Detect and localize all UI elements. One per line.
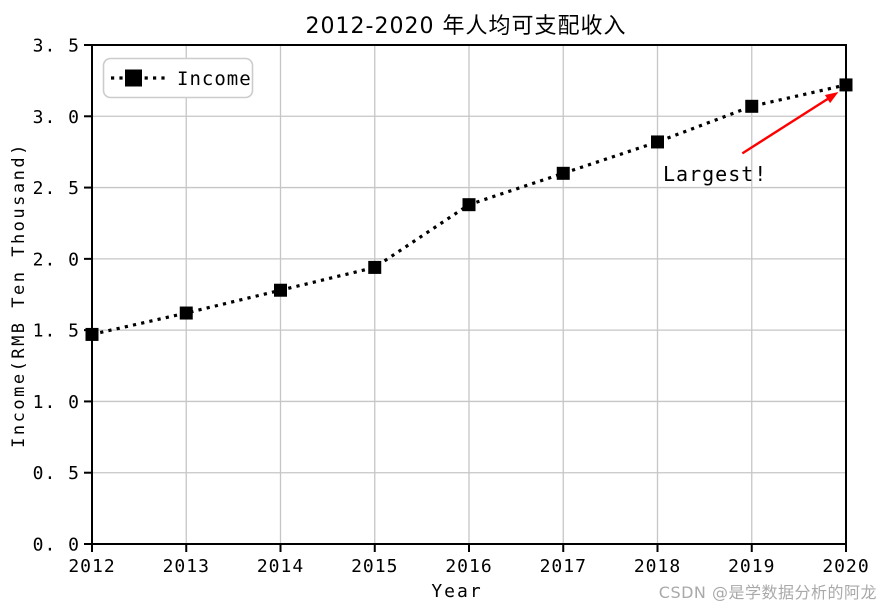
x-tick-label: 2015 <box>351 556 398 577</box>
legend: Income <box>102 57 254 99</box>
axis-ticks <box>84 44 847 552</box>
x-axis-label: Year <box>431 581 482 602</box>
y-tick-label: 1. 0 <box>33 392 80 413</box>
x-tick-label: 2017 <box>540 556 587 577</box>
watermark: CSDN @是学数据分析的阿龙 <box>659 583 877 602</box>
income-marker <box>274 283 287 297</box>
x-tick-label: 2018 <box>634 556 681 577</box>
x-tick-label: 2013 <box>163 556 210 577</box>
income-marker <box>745 99 759 113</box>
legend-marker-icon <box>125 69 142 87</box>
x-tick-label: 2012 <box>68 556 115 577</box>
y-tick-label: 0. 5 <box>33 463 80 484</box>
income-marker <box>651 135 664 149</box>
arrow-shaft <box>741 95 833 155</box>
income-marker <box>85 327 99 341</box>
income-series <box>85 78 853 341</box>
x-tick-label: 2019 <box>728 556 775 577</box>
income-marker <box>556 166 570 180</box>
legend-box <box>102 57 254 99</box>
annotation-text: Largest! <box>663 162 767 186</box>
y-tick-label: 2. 5 <box>33 178 80 199</box>
y-axis-label: Income(RMB Ten Thousand) <box>9 142 29 448</box>
y-tick-label: 3. 5 <box>33 36 80 57</box>
legend-label: Income <box>177 68 252 90</box>
x-tick-label: 2014 <box>257 556 304 577</box>
y-tick-label: 3. 0 <box>33 107 80 128</box>
axis-tick-labels: 2012 2013 2014 2015 2016 2017 2018 2019 2020 0. 0… <box>33 36 869 578</box>
income-marker <box>179 306 193 320</box>
y-tick-label: 0. 0 <box>33 535 80 556</box>
annotation-arrow <box>741 92 839 155</box>
income-marker <box>839 78 853 92</box>
x-tick-label: 2020 <box>822 556 869 577</box>
gridlines <box>91 44 847 545</box>
y-tick-label: 2. 0 <box>33 249 80 270</box>
arrow-head <box>824 92 839 104</box>
y-tick-label: 1. 5 <box>33 321 80 342</box>
income-marker <box>368 260 382 274</box>
chart-title: 2012-2020 年人均可支配收入 <box>306 14 627 39</box>
x-tick-label: 2016 <box>445 556 492 577</box>
income-marker <box>462 198 476 212</box>
